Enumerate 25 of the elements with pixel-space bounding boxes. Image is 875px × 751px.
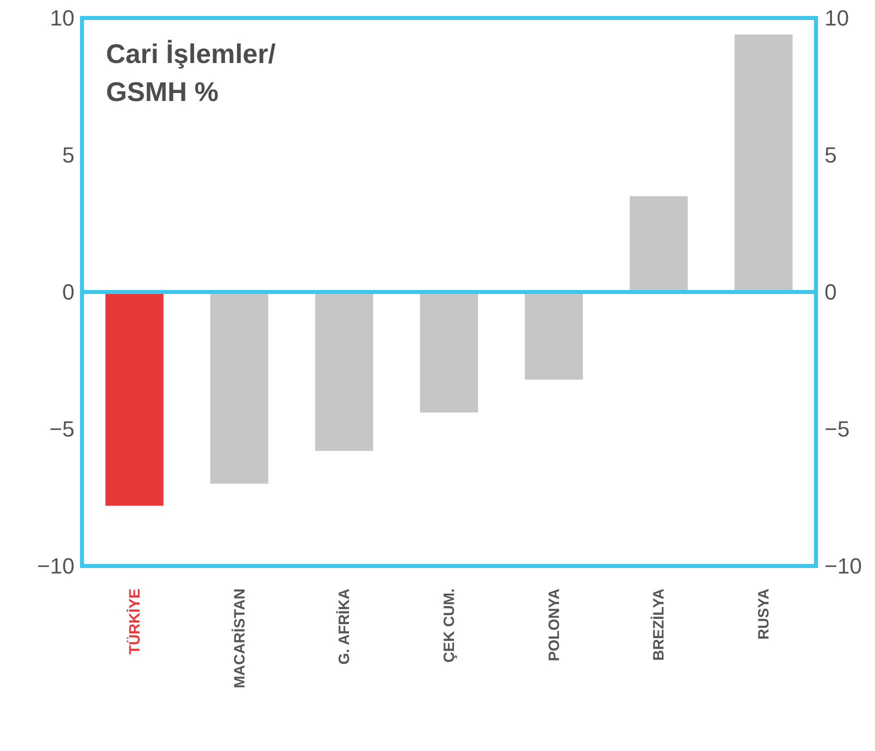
y2-tick-label: −5: [824, 416, 850, 442]
bar: [105, 292, 164, 506]
bar: [420, 292, 478, 413]
x-tick-label: MACARİSTAN: [231, 588, 248, 688]
y2-tick-label: 10: [824, 6, 849, 30]
x-tick-label: G. AFRİKA: [336, 588, 354, 665]
y-tick-label: −5: [49, 416, 74, 442]
text: Cari İşlemler/ GSMH %: [106, 39, 276, 107]
y-tick-label: 0: [62, 280, 74, 304]
y-tick-label: 5: [62, 142, 74, 168]
y2-tick-label: 0: [824, 280, 837, 304]
x-tick-label: RUSYA: [756, 588, 773, 640]
x-tick-label: ÇEK CUM.: [441, 588, 458, 663]
y-tick-label: −10: [37, 554, 74, 578]
bar: [524, 292, 583, 380]
bar: [210, 292, 268, 484]
bar: [630, 196, 688, 292]
x-tick-label: BREZİLYA: [650, 588, 668, 661]
y2-tick-label: 5: [824, 142, 837, 168]
bar: [315, 292, 374, 451]
y2-tick-label: −10: [824, 554, 862, 578]
x-tick-label: POLONYA: [546, 588, 563, 662]
bar: [734, 34, 793, 292]
x-tick-label: TÜRKİYE: [126, 588, 144, 654]
y-tick-label: 10: [50, 6, 74, 30]
